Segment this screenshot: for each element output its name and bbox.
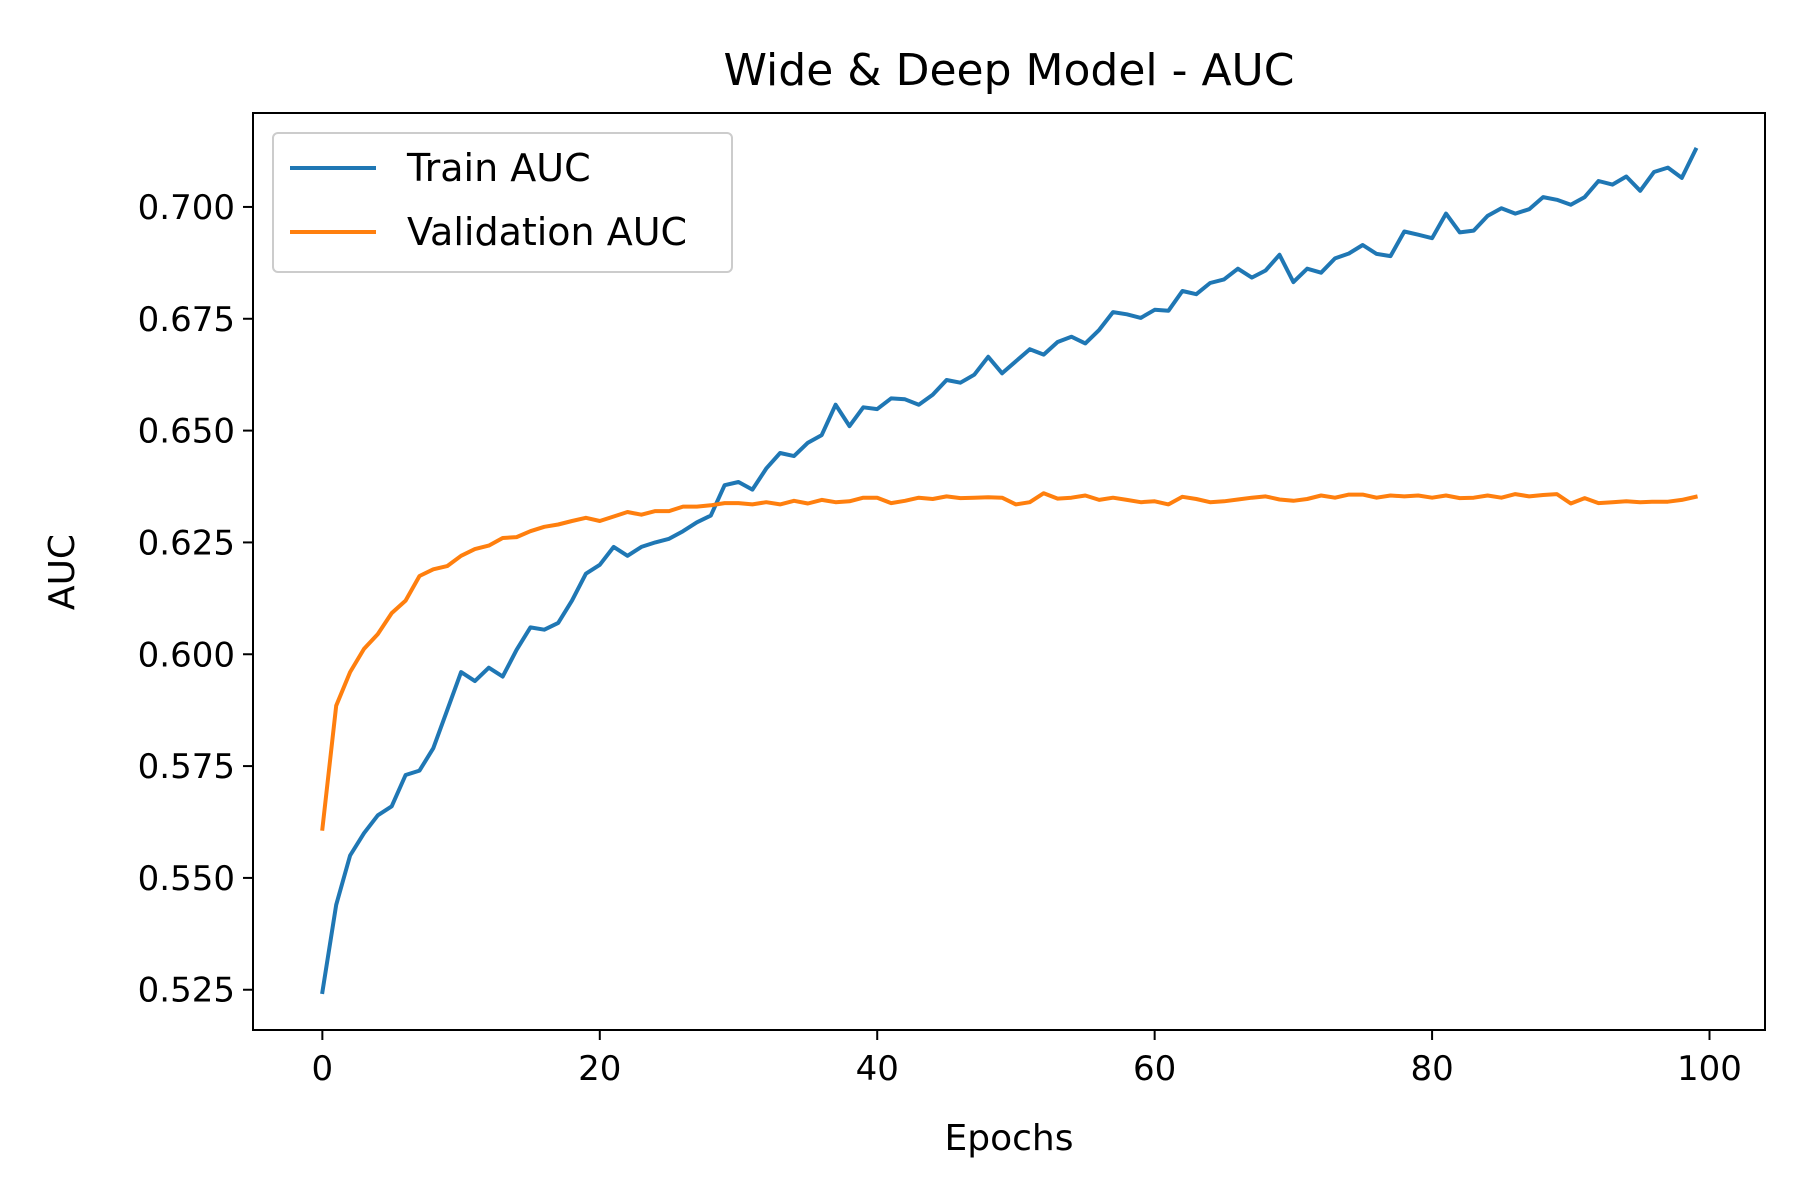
y-tick-label: 0.625 bbox=[138, 523, 235, 563]
x-tick-label: 40 bbox=[856, 1049, 899, 1089]
y-tick-label: 0.575 bbox=[138, 747, 235, 787]
plot-frame bbox=[252, 112, 1766, 1031]
x-tick-label: 20 bbox=[578, 1049, 621, 1089]
x-tick-label: 60 bbox=[1133, 1049, 1176, 1089]
series-line-validation-auc bbox=[320, 491, 1698, 831]
y-tick-label: 0.700 bbox=[138, 188, 235, 228]
y-tick-label: 0.650 bbox=[138, 412, 235, 452]
y-tick-label: 0.550 bbox=[138, 859, 235, 899]
x-tick-label: 80 bbox=[1410, 1049, 1453, 1089]
legend-box bbox=[272, 132, 733, 273]
x-axis-label: Epochs bbox=[945, 1118, 1074, 1159]
y-tick-label: 0.525 bbox=[138, 971, 235, 1011]
plot-area bbox=[320, 147, 1699, 995]
series-line-train-auc bbox=[320, 147, 1699, 995]
legend-label: Validation AUC bbox=[407, 210, 687, 254]
chart-title: Wide & Deep Model - AUC bbox=[724, 45, 1295, 96]
y-tick-label: 0.675 bbox=[138, 300, 235, 340]
legend-label: Train AUC bbox=[406, 146, 591, 190]
y-tick-label: 0.600 bbox=[138, 635, 235, 675]
legend: Train AUC Validation AUC bbox=[272, 132, 733, 273]
y-axis-label: AUC bbox=[42, 534, 83, 610]
x-tick-label: 100 bbox=[1677, 1049, 1742, 1089]
x-tick-label: 0 bbox=[312, 1049, 334, 1089]
axes: 0 20 40 60 80 100 0.525 0.550 0.575 0.600 0.625 0.6… bbox=[138, 112, 1766, 1089]
